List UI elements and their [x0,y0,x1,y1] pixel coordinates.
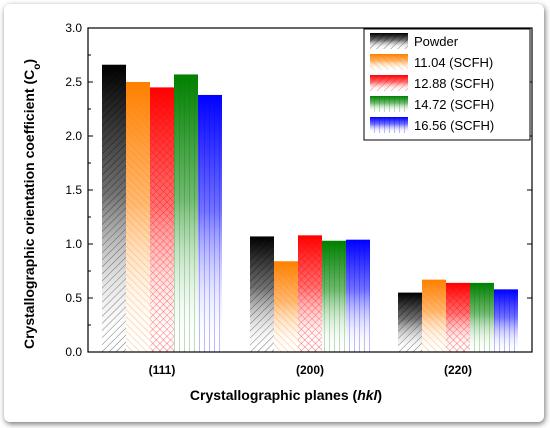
bar-220-series-3 [446,282,470,352]
y-tick-label: 2.5 [65,75,82,89]
bar-200-series-5 [346,239,370,352]
bar-200-series-1 [250,236,274,352]
y-axis-label: Crystallographic orientation coefficient… [21,59,43,349]
bar-220-series-2 [422,279,446,352]
bar-200-series-4 [322,240,346,352]
bar-chart: 0.0 0.5 1.0 1.5 2.0 2.5 3.0 (111) (200) (220) Cr… [21,21,533,403]
y-tick-label: 0.5 [65,291,82,305]
x-axis: (111) (200) (220) [149,363,472,377]
y-axis-label-sub: o [32,64,43,70]
bar-200-series-3 [298,235,322,352]
x-axis-label-italic: hkl [357,387,378,403]
y-tick-label: 1.0 [65,237,82,251]
y-axis: 0.0 0.5 1.0 1.5 2.0 2.5 3.0 [65,21,532,359]
y-tick-label: 3.0 [65,21,82,35]
y-tick-label: 0.0 [65,345,82,359]
bar-111-series-3 [150,87,174,353]
x-tick-label: (220) [444,363,472,377]
x-axis-label-paren-close: ) [377,387,382,403]
bar-111-series-1 [102,64,126,352]
bar-111-series-5 [198,94,222,353]
legend-label: Powder [414,34,459,49]
y-tick-label: 2.0 [65,129,82,143]
x-axis-label-paren-open: ( [353,387,358,403]
y-axis-label-end: ) [21,59,37,64]
legend-label: 11.04 (SCFH) [414,55,493,70]
legend-swatch [370,75,408,91]
legend-label: 14.72 (SCFH) [414,97,494,112]
bar-200-series-2 [274,261,298,352]
legend-swatch [370,54,408,70]
bar-220-series-4 [470,282,494,352]
x-tick-label: (200) [296,363,324,377]
bar-111-series-2 [126,82,150,352]
bar-220-series-5 [494,289,518,352]
legend-label: 12.88 (SCFH) [414,76,494,91]
legend: Powder 11.04 (SCFH) 12.88 (SCFH) 14.72 (SCF… [363,28,531,141]
chart-frame: 0.0 0.5 1.0 1.5 2.0 2.5 3.0 (111) (200) (220) Cr… [4,4,544,422]
x-axis-label-main: Crystallographic planes [190,387,353,403]
y-tick-label: 1.5 [65,183,82,197]
legend-swatch [370,33,408,49]
legend-label: 16.56 (SCFH) [414,118,494,133]
x-tick-label: (111) [149,363,176,377]
bar-111-series-4 [174,74,198,352]
x-axis-label: Crystallographic planes (hkl) [190,387,382,403]
legend-swatch [370,117,408,133]
bar-220-series-1 [398,292,422,352]
legend-swatch [370,96,408,112]
y-axis-label-main: Crystallographic orientation coefficient… [21,70,37,349]
bars-group [102,64,518,353]
